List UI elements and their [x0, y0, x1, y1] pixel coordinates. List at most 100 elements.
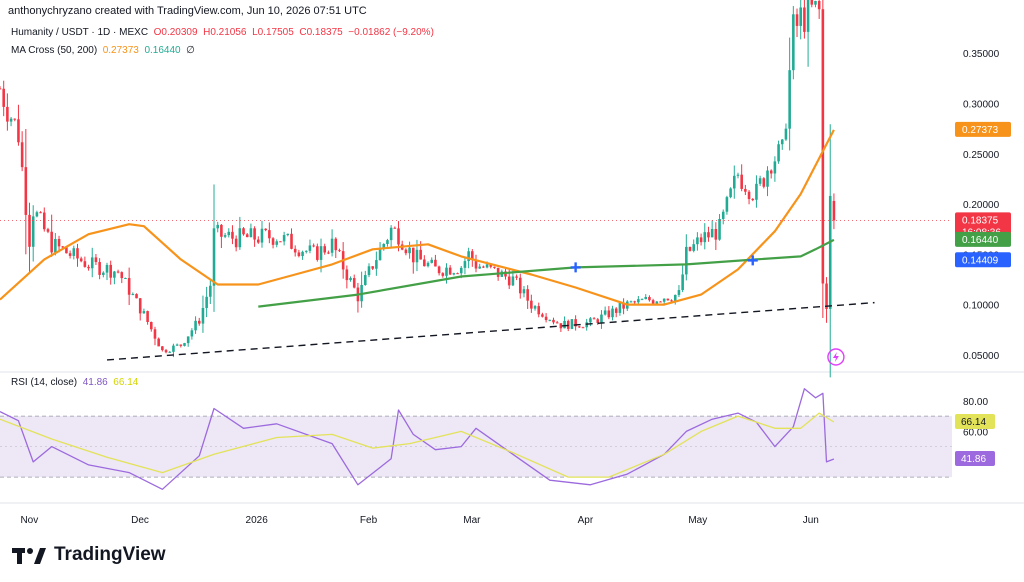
candle-body — [13, 118, 17, 120]
candle-body — [648, 296, 651, 301]
candle-body — [603, 310, 607, 315]
candle-body — [39, 212, 42, 214]
candle-body — [113, 271, 116, 278]
time-axis-tick: Dec — [131, 515, 149, 526]
candle-body — [677, 290, 681, 295]
candle-body — [688, 246, 692, 251]
candle-body — [179, 344, 183, 346]
rsi-label-text: 66.14 — [961, 417, 986, 428]
candle-body — [393, 227, 397, 229]
candle-body — [9, 118, 13, 122]
rsi-ma-value: 66.14 — [113, 377, 139, 388]
candle-body — [371, 266, 374, 269]
candle-body — [423, 259, 426, 267]
candle-body — [548, 319, 552, 321]
candle-body — [445, 267, 448, 276]
candle-body — [304, 250, 308, 252]
candle-body — [35, 212, 39, 217]
candle-body — [493, 266, 496, 268]
time-axis-tick: Apr — [578, 515, 594, 526]
candle-body — [301, 251, 304, 257]
ohlc-low: L0.17505 — [252, 27, 294, 38]
candle-body — [245, 234, 249, 238]
candle-body — [744, 188, 747, 192]
candle-body — [736, 174, 740, 176]
price-axis-tick: 0.10000 — [963, 301, 1000, 312]
flash-alert-icon[interactable] — [827, 348, 845, 366]
candle-body — [378, 248, 382, 261]
candle-body — [397, 228, 400, 245]
candle-body — [389, 227, 393, 241]
candle-body — [201, 307, 205, 324]
candle-body — [149, 321, 153, 330]
candle-body — [297, 252, 301, 257]
candle-body — [526, 289, 529, 301]
candle-body — [681, 274, 684, 291]
candle-body — [618, 303, 622, 313]
chart-attribution: anthonychryzano created with TradingView… — [8, 5, 367, 17]
candle-body — [703, 232, 707, 243]
candle-body — [312, 245, 315, 247]
candle-body — [319, 246, 323, 260]
candle-body — [242, 228, 245, 235]
candle-body — [832, 200, 836, 221]
candle-body — [773, 161, 777, 174]
price-axis-tick: 0.20000 — [963, 200, 1000, 211]
candle-body — [364, 275, 367, 285]
rsi-indicator-name[interactable]: RSI (14, close) — [11, 377, 78, 388]
candle-body — [116, 271, 120, 273]
price-change: −0.01862 (−9.20%) — [348, 27, 434, 38]
candle-body — [227, 231, 231, 236]
price-label-text: 0.14409 — [962, 255, 999, 266]
candle-body — [172, 345, 175, 352]
time-axis-tick: Mar — [463, 515, 481, 526]
candle-body — [345, 269, 349, 281]
candle-body — [814, 0, 817, 5]
candle-body — [260, 228, 264, 243]
candle-body — [2, 88, 5, 107]
symbol-name[interactable]: Humanity / USDT · 1D · MEXC — [11, 27, 149, 38]
candle-body — [696, 237, 699, 245]
candle-body — [264, 228, 267, 231]
candle-body — [338, 250, 341, 252]
candle-body — [581, 327, 585, 329]
candle-body — [367, 266, 371, 276]
candle-body — [541, 314, 544, 317]
candle-body — [570, 319, 574, 329]
candle-body — [629, 301, 633, 303]
candle-body — [448, 267, 452, 275]
candle-body — [124, 278, 127, 280]
candle-body — [42, 212, 46, 230]
candle-body — [707, 232, 710, 238]
candle-body — [131, 294, 135, 296]
candle-body — [518, 277, 522, 294]
candle-body — [511, 276, 515, 286]
candle-body — [507, 276, 511, 286]
candle-body — [408, 247, 411, 254]
candle-body — [710, 228, 714, 238]
candle-body — [751, 199, 755, 201]
tradingview-wordmark: TradingView — [54, 544, 166, 565]
candle-body — [194, 320, 197, 331]
candle-body — [721, 211, 725, 219]
time-axis-tick: Nov — [20, 515, 38, 526]
candle-body — [589, 318, 592, 323]
ohlc-close: C0.18375 — [299, 27, 343, 38]
ma-slow-value: 0.16440 — [144, 45, 181, 56]
candle-body — [220, 224, 223, 237]
candle-body — [692, 244, 695, 251]
candle-body — [253, 228, 256, 240]
candle-body — [784, 128, 788, 140]
candle-body — [6, 106, 9, 122]
ma-indicator-name[interactable]: MA Cross (50, 200) — [11, 45, 98, 56]
candle-body — [334, 238, 338, 251]
ohlc-high: H0.21056 — [203, 27, 247, 38]
candle-body — [552, 319, 555, 323]
candle-body — [31, 216, 35, 247]
candle-body — [24, 167, 28, 215]
candle-body — [419, 249, 422, 260]
candle-body — [138, 298, 142, 314]
tradingview-logo-icon — [12, 548, 46, 564]
candle-body — [415, 249, 419, 263]
